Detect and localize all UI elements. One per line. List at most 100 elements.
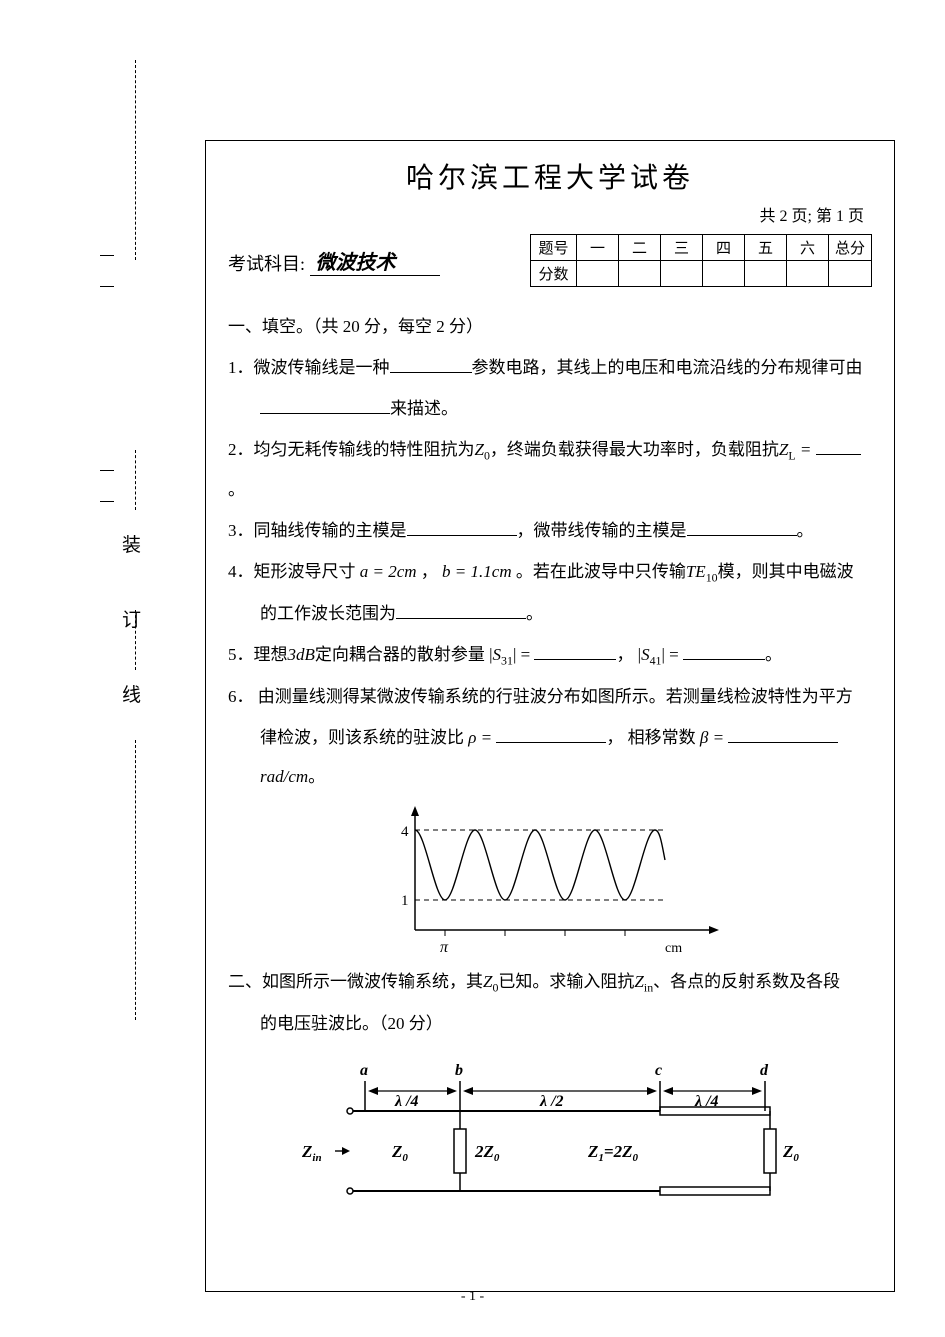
math-TE10: TE10 bbox=[686, 562, 718, 581]
blank bbox=[687, 517, 797, 536]
th-1: 一 bbox=[576, 235, 618, 261]
binding-char-ding: 订 bbox=[122, 605, 141, 632]
td-blank bbox=[576, 261, 618, 287]
binding-dash bbox=[135, 450, 136, 510]
blank bbox=[407, 517, 517, 536]
seg-bc: λ /2 bbox=[539, 1093, 564, 1110]
th-3: 三 bbox=[660, 235, 702, 261]
blank bbox=[496, 724, 606, 743]
q6-cont: 律检波，则该系统的驻波比 ρ = ， 相移常数 β = rad/cm。 bbox=[228, 718, 872, 796]
binding-tick bbox=[100, 255, 114, 287]
math-S31: S31 bbox=[493, 645, 513, 664]
label-2Z0: 2Z0 bbox=[474, 1142, 500, 1164]
th-2: 二 bbox=[618, 235, 660, 261]
x-tick-pi: π bbox=[440, 939, 449, 956]
q2-text-b: ，终端负载获得最大功率时，负载阻抗 bbox=[490, 440, 779, 459]
page-number: - 1 - bbox=[0, 1289, 945, 1305]
sub: in bbox=[644, 981, 653, 995]
q5-text-b: 定向耦合器的散射参量 bbox=[315, 645, 485, 664]
q6-text-b: 律检波，则该系统的驻波比 bbox=[260, 728, 464, 747]
blank bbox=[728, 724, 838, 743]
q1-text-a: 1．微波传输线是一种 bbox=[228, 358, 390, 377]
sym: Z bbox=[634, 972, 643, 991]
math-Z0: Z0 bbox=[475, 440, 490, 459]
q4-text-a: 4．矩形波导尺寸 bbox=[228, 562, 356, 581]
label-d: d bbox=[760, 1062, 769, 1079]
seg-ab: λ /4 bbox=[394, 1093, 419, 1110]
seg-cd: λ /4 bbox=[694, 1093, 719, 1110]
td-blank bbox=[660, 261, 702, 287]
q4-text-b: 。若在此波导中只传输 bbox=[516, 562, 686, 581]
x-unit-cm: cm bbox=[665, 941, 682, 956]
header-row: 考试科目: 微波技术 题号 一 二 三 四 五 六 总分 分数 bbox=[228, 234, 872, 287]
q1-text-b: 参数电路，其线上的电压和电流沿线的分布规律可由 bbox=[472, 358, 863, 377]
td-blank bbox=[702, 261, 744, 287]
sym: Z bbox=[475, 440, 484, 459]
label-b: b bbox=[455, 1062, 463, 1079]
math-Zin: Zin bbox=[634, 972, 653, 991]
label-a: a bbox=[360, 1062, 368, 1079]
math-Z0-b: Z0 bbox=[483, 972, 498, 991]
q3: 3．同轴线传输的主模是，微带线传输的主模是。 bbox=[228, 511, 872, 550]
q3-text-a: 3．同轴线传输的主模是 bbox=[228, 521, 407, 540]
math-S41: S41 bbox=[641, 645, 661, 664]
math-3dB: 3dB bbox=[288, 645, 315, 664]
blank bbox=[396, 600, 526, 619]
th-total: 总分 bbox=[828, 235, 871, 261]
binding-tick bbox=[100, 470, 114, 502]
q5-text-a: 5．理想 bbox=[228, 645, 288, 664]
label-Zin: Zin bbox=[301, 1142, 322, 1164]
sub: 41 bbox=[650, 653, 662, 667]
sub: 10 bbox=[706, 571, 718, 585]
sym: TE bbox=[686, 562, 706, 581]
table-row: 分数 bbox=[530, 261, 871, 287]
q1: 1．微波传输线是一种 参数电路，其线上的电压和电流沿线的分布规律可由 bbox=[228, 348, 872, 387]
q4-cont: 的工作波长范围为。 bbox=[228, 594, 872, 633]
td-blank bbox=[828, 261, 871, 287]
th-qnum: 题号 bbox=[530, 235, 576, 261]
q1-text-c: 来描述。 bbox=[390, 399, 458, 418]
content-body: 一、填空。（共 20 分，每空 2 分） 1．微波传输线是一种 参数电路，其线上的… bbox=[228, 307, 872, 1231]
q6-unit: rad/cm bbox=[260, 767, 308, 786]
q4-text-d: 的工作波长范围为 bbox=[260, 604, 396, 623]
q2: 2．均匀无耗传输线的特性阻抗为Z0，终端负载获得最大功率时，负载阻抗ZL = 。 bbox=[228, 430, 872, 509]
q2-text-a: 2．均匀无耗传输线的特性阻抗为 bbox=[228, 440, 475, 459]
blank bbox=[390, 354, 472, 373]
subject-label: 考试科目: bbox=[228, 254, 305, 274]
q6: 6． 由测量线测得某微波传输系统的行驻波分布如图所示。若测量线检波特性为平方 bbox=[228, 677, 872, 716]
exam-frame: 哈尔滨工程大学试卷 共 2 页; 第 1 页 考试科目: 微波技术 题号 一 二… bbox=[205, 140, 895, 1292]
sym: S bbox=[493, 645, 502, 664]
sym: Z bbox=[779, 440, 788, 459]
binding-dash bbox=[135, 60, 136, 260]
blank bbox=[534, 641, 616, 660]
q3-text-b: ，微带线传输的主模是 bbox=[517, 521, 687, 540]
s2-text-c: 、各点的反射系数及各段 bbox=[653, 972, 840, 991]
label-Zload: Z0 bbox=[782, 1142, 799, 1164]
td-score-label: 分数 bbox=[530, 261, 576, 287]
td-blank bbox=[618, 261, 660, 287]
label-Z0-1: Z0 bbox=[391, 1142, 408, 1164]
blank bbox=[683, 641, 765, 660]
th-6: 六 bbox=[786, 235, 828, 261]
subject-value: 微波技术 bbox=[310, 246, 440, 276]
label-c: c bbox=[655, 1062, 662, 1079]
binding-char-zhuang: 装 bbox=[122, 530, 141, 557]
binding-char-xian: 线 bbox=[122, 680, 141, 707]
math-a: a = 2cm bbox=[360, 562, 417, 581]
section2-line1: 二、如图所示一微波传输系统，其Z0已知。求输入阻抗Zin、各点的反射系数及各段 bbox=[228, 962, 872, 1002]
table-row: 题号 一 二 三 四 五 六 总分 bbox=[530, 235, 871, 261]
q4-text-c: 模，则其中电磁波 bbox=[718, 562, 854, 581]
y-tick-1: 1 bbox=[401, 893, 409, 909]
section2-line2: 的电压驻波比。（20 分） bbox=[228, 1004, 872, 1043]
standing-wave-chart: 4 1 π cm bbox=[365, 800, 735, 960]
math-rho: ρ = bbox=[468, 728, 492, 747]
s2-text-b: 已知。求输入阻抗 bbox=[498, 972, 634, 991]
sub: L bbox=[788, 449, 795, 463]
y-tick-4: 4 bbox=[401, 824, 409, 840]
section1-heading: 一、填空。（共 20 分，每空 2 分） bbox=[228, 307, 872, 346]
eq: = bbox=[800, 440, 816, 459]
th-4: 四 bbox=[702, 235, 744, 261]
blank bbox=[260, 396, 390, 415]
math-b: b = 1.1cm bbox=[442, 562, 512, 581]
s2-text-a: 二、如图所示一微波传输系统，其 bbox=[228, 972, 483, 991]
